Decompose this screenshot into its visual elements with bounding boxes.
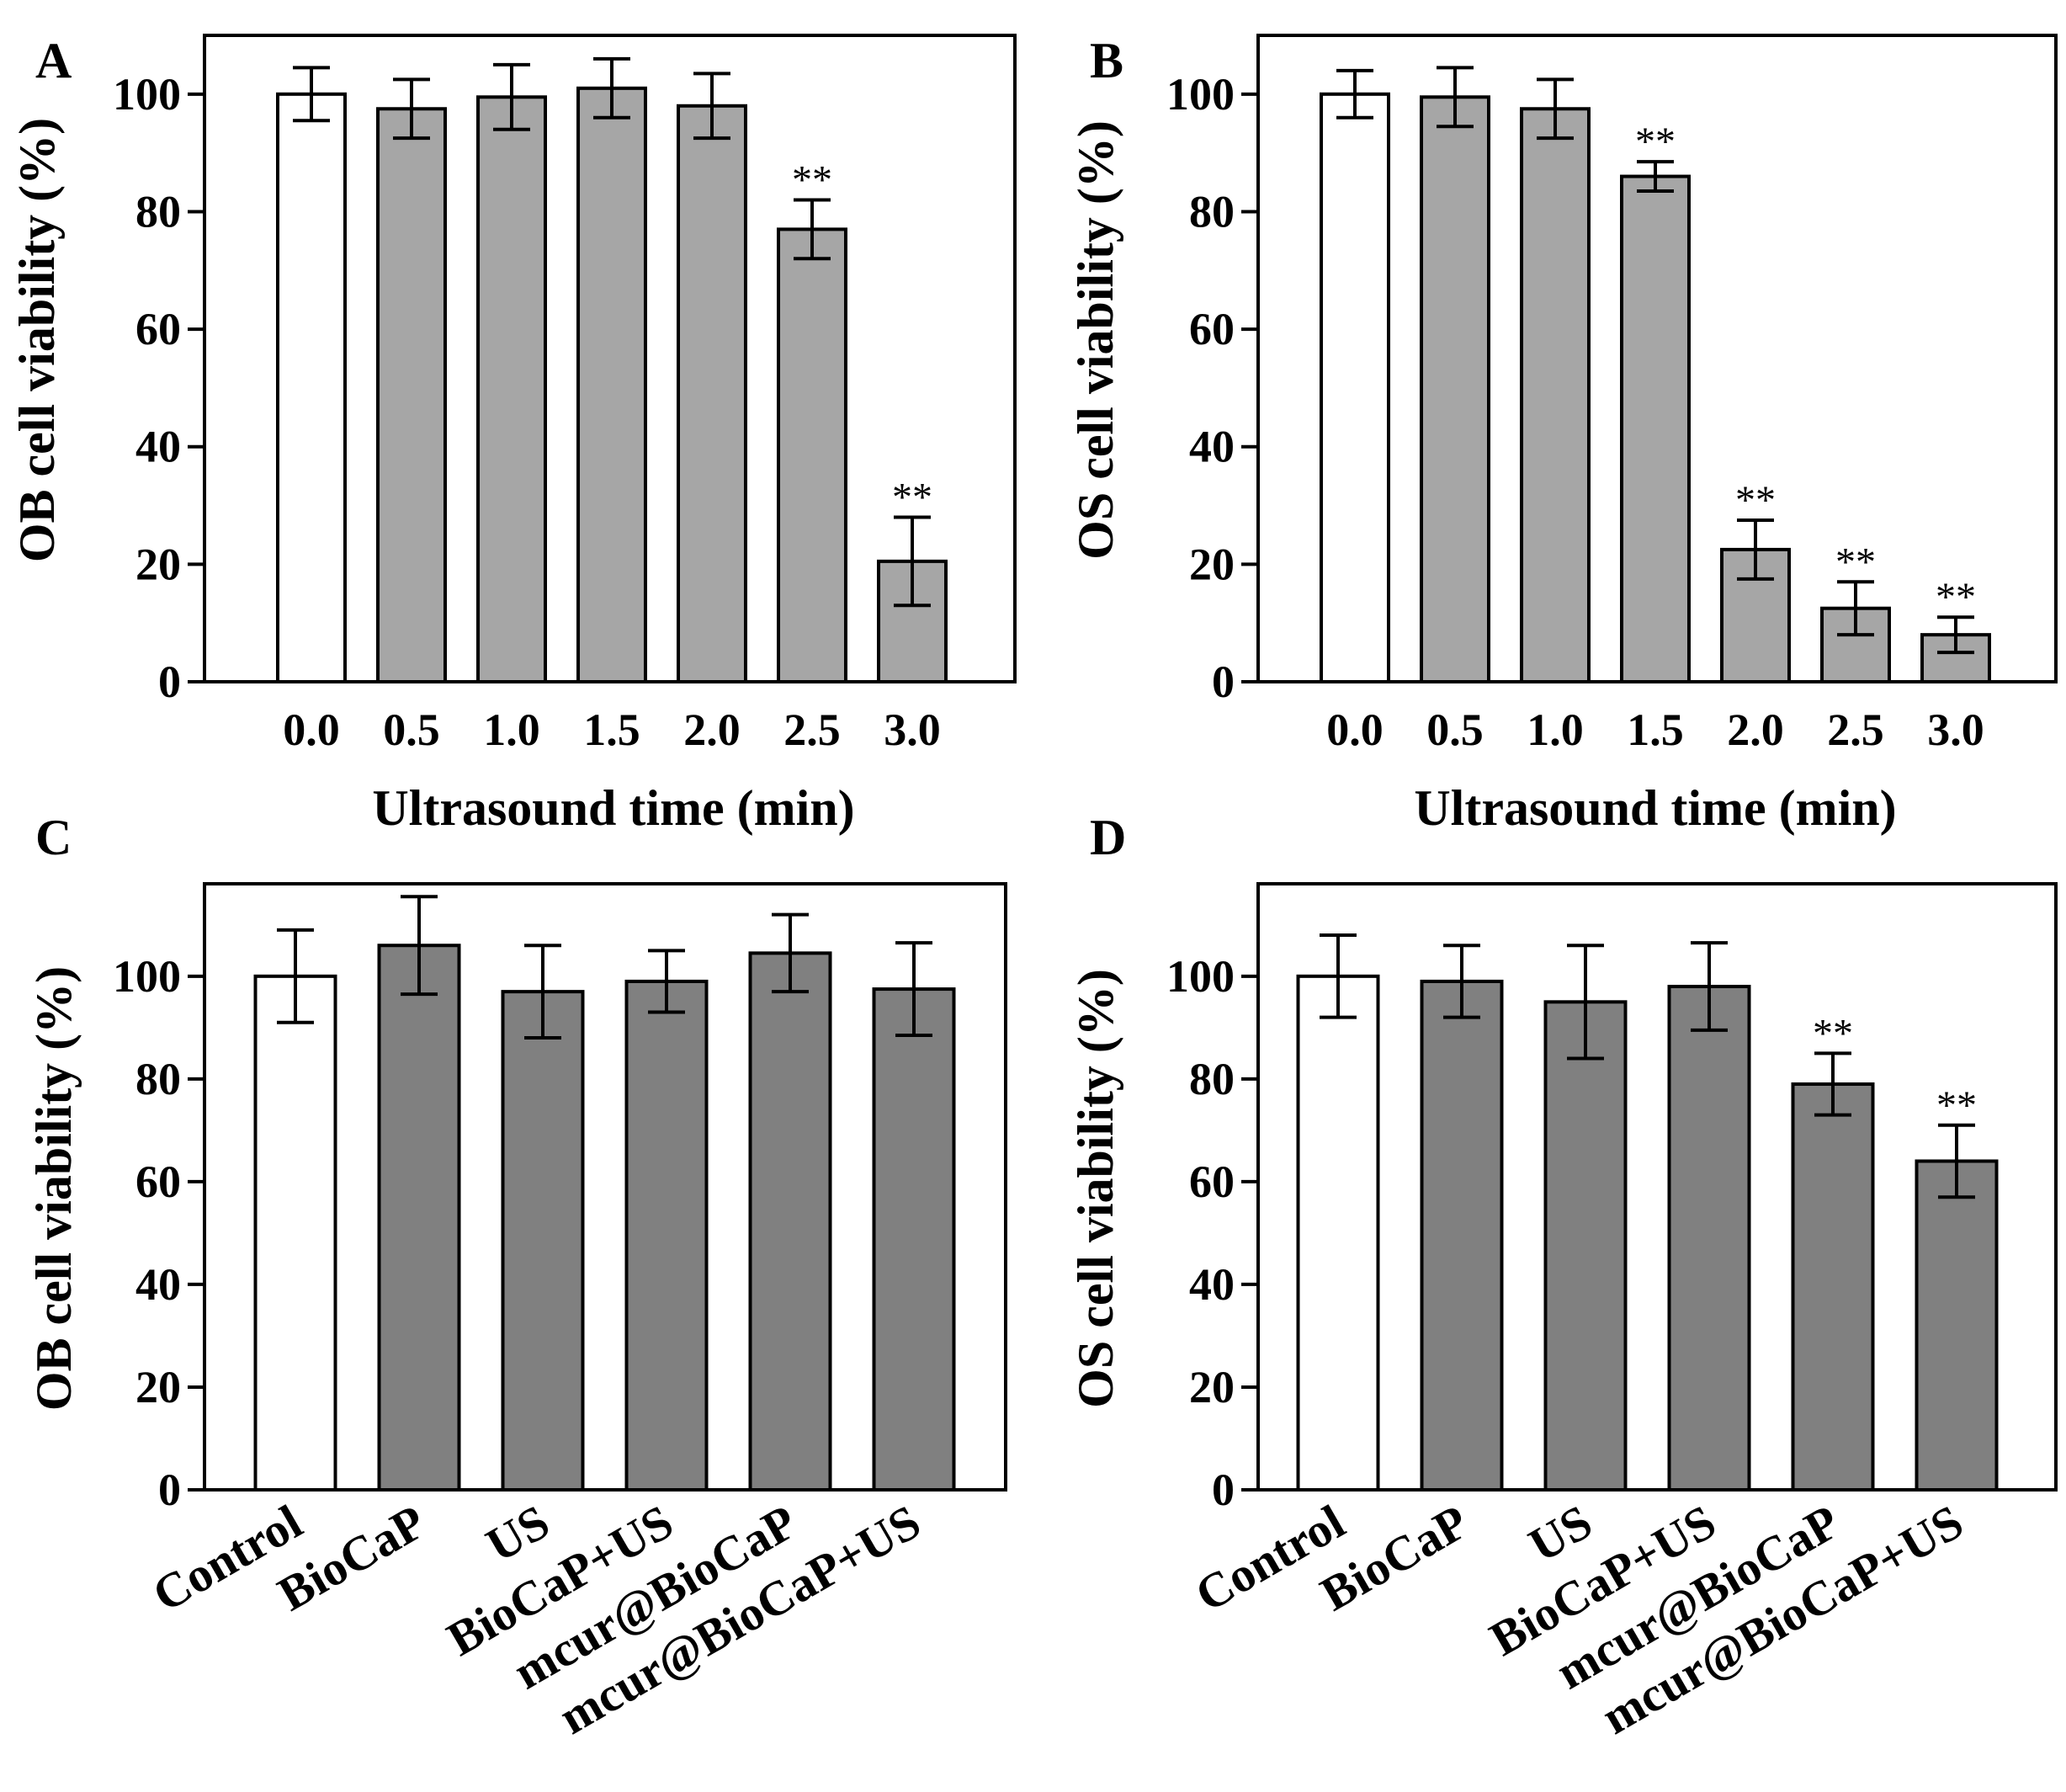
panel-d-letter: D [1090,810,1126,865]
panel-b-plot: 0 20 40 60 80 100 0.0 0.5 1.0 ** 1.5 ** 2.0 ** 2.5 ** 3.… [1166,34,2058,755]
panel-c-bar-5 [872,987,956,1492]
panel-b-bar-0 [1320,92,1390,684]
panel-c-bar-3 [624,979,709,1492]
panel-c-y-axis-title: OB cell viability (%) [26,966,82,1411]
panel-b-significance-3: ** [1635,120,1676,164]
panel-c-y-tick-label-5: 100 [113,951,181,1002]
panel-a-plot: 0 20 40 60 80 100 0.0 0.5 1.0 1.5 2.0 ** 2.5 ** 3.0 [113,34,1017,755]
panel-a-x-tick-label-2: 1.0 [483,705,540,755]
panel-a: A OB cell viability (%) Ultrasound time … [9,33,1017,836]
panel-d-significance-4: ** [1813,1011,1853,1056]
panel-d-bar-1 [1420,979,1504,1492]
panel-a-y-tick-label-5: 100 [113,69,181,120]
panel-a-bar-0 [276,92,347,684]
panel-b-bar-2 [1520,107,1591,684]
panel-d: D OS cell viability (%) 020406080100Cont… [1068,810,2058,1745]
panel-d-y-tick-label-4: 80 [1189,1054,1235,1104]
panel-c-bar-0 [253,974,337,1492]
panel-b-x-tick-label-6: 3.0 [1927,705,1984,755]
panel-d-significance-5: ** [1936,1083,1977,1128]
panel-a-x-tick-label-0: 0.0 [283,705,340,755]
panel-d-y-tick-label-1: 20 [1189,1362,1235,1412]
panel-b-y-tick-label-4: 80 [1189,186,1235,237]
panel-b-significance-6: ** [1936,575,1976,619]
panel-a-y-tick-label-2: 40 [135,422,181,472]
panel-b-y-tick-label-2: 40 [1189,422,1235,472]
panel-b-x-tick-label-1: 0.5 [1426,705,1484,755]
panel-c-y-tick-label-4: 80 [135,1054,181,1104]
panel-a-significance-5: ** [792,157,832,202]
panel-d-frame [1256,882,2058,1492]
panel-a-x-tick-label-3: 1.5 [583,705,640,755]
panel-b-y-tick-label-1: 20 [1189,539,1235,589]
panel-d-bar-0 [1296,974,1380,1492]
panel-c-bar-1 [377,944,461,1492]
panel-a-y-tick-label-4: 80 [135,186,181,237]
panel-a-bar-5 [777,227,847,683]
panel-a-bar-1 [376,107,447,684]
panel-b-letter: B [1090,33,1123,88]
panel-c-bar-4 [748,951,832,1492]
panel-c-y-tick-label-3: 60 [135,1157,181,1207]
panel-d-y-tick-label-0: 0 [1212,1465,1235,1515]
panel-b-x-tick-label-3: 1.5 [1627,705,1684,755]
panel-a-letter: A [35,33,72,88]
panel-b-x-tick-label-2: 1.0 [1527,705,1584,755]
panel-d-bar-5 [1915,1159,1999,1492]
panel-a-significance-6: ** [892,476,932,520]
panel-d-y-tick-label-5: 100 [1166,951,1235,1002]
panel-a-x-tick-label-4: 2.0 [683,705,741,755]
panel-b-x-tick-label-4: 2.0 [1727,705,1784,755]
panel-a-y-tick-label-1: 20 [135,539,181,589]
panel-a-x-axis-title: Ultrasound time (min) [372,780,854,836]
panel-d-y-tick-label-3: 60 [1189,1157,1235,1207]
panel-b-y-tick-label-0: 0 [1212,657,1235,707]
panel-a-x-tick-label-1: 0.5 [383,705,440,755]
panel-b-significance-4: ** [1735,478,1776,523]
panel-b-x-tick-label-0: 0.0 [1326,705,1384,755]
panel-c-frame [203,882,1007,1492]
panel-d-bar-2 [1543,1000,1628,1492]
panel-d-bar-3 [1667,985,1751,1492]
panel-d-y-axis-title: OS cell viability (%) [1068,969,1123,1408]
panel-c-bar-2 [501,990,585,1492]
panel-b-y-tick-label-3: 60 [1189,304,1235,354]
panel-a-bar-2 [476,95,547,684]
panel-b-bar-3 [1620,174,1691,683]
panel-c-y-tick-label-1: 20 [135,1362,181,1412]
panel-c-y-tick-label-2: 40 [135,1259,181,1310]
panel-b-significance-5: ** [1835,540,1876,584]
panel-c-y-tick-label-0: 0 [158,1465,181,1515]
panel-b-y-axis-title: OS cell viability (%) [1068,120,1123,560]
panel-a-y-tick-label-3: 60 [135,304,181,354]
panel-d-bar-4 [1791,1082,1875,1492]
panel-d-y-tick-label-2: 40 [1189,1259,1235,1310]
panel-b-bar-1 [1420,95,1490,684]
panel-a-bar-4 [677,104,747,684]
panel-a-bar-3 [576,86,647,683]
panel-b-y-tick-label-5: 100 [1166,69,1235,120]
panel-a-y-tick-label-0: 0 [158,657,181,707]
panel-a-y-axis-title: OB cell viability (%) [9,118,65,562]
panel-b-x-tick-label-5: 2.5 [1827,705,1884,755]
panel-a-x-tick-label-5: 2.5 [783,705,841,755]
panel-b: B OS cell viability (%) Ultrasound time … [1068,33,2058,836]
panel-a-x-tick-label-6: 3.0 [884,705,941,755]
panel-c-letter: C [35,810,72,865]
panel-b-x-axis-title: Ultrasound time (min) [1414,780,1896,836]
